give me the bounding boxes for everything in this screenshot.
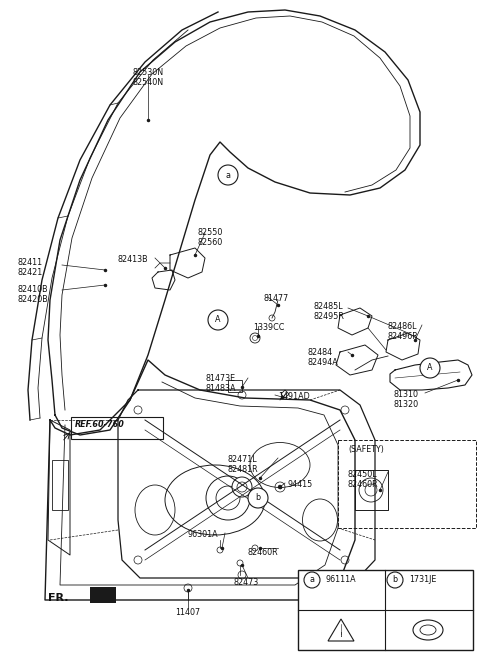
Text: 11407: 11407	[175, 608, 201, 617]
Text: 81310
81320: 81310 81320	[393, 390, 418, 409]
Text: 82411
82421: 82411 82421	[18, 258, 43, 277]
Text: REF.60-760: REF.60-760	[75, 420, 125, 429]
Text: 96111A: 96111A	[326, 576, 357, 585]
Text: A: A	[427, 363, 433, 373]
Text: 82471L
82481R: 82471L 82481R	[228, 455, 259, 474]
Text: a: a	[310, 576, 314, 585]
Text: 96301A: 96301A	[188, 530, 218, 539]
Text: 94415: 94415	[287, 480, 312, 489]
Text: b: b	[255, 493, 261, 503]
Text: A: A	[215, 315, 221, 325]
Text: 81473E
81483A: 81473E 81483A	[205, 374, 236, 394]
Text: 1339CC: 1339CC	[253, 323, 284, 332]
Text: 82410B
82420B: 82410B 82420B	[18, 285, 49, 304]
Text: 82486L
82496R: 82486L 82496R	[388, 322, 419, 342]
Text: 82460R: 82460R	[248, 548, 278, 557]
Text: 82473: 82473	[233, 578, 258, 587]
Circle shape	[248, 488, 268, 508]
Text: 82485L
82495R: 82485L 82495R	[313, 302, 344, 321]
Text: 82550
82560: 82550 82560	[198, 228, 223, 248]
Text: (SAFETY): (SAFETY)	[348, 445, 384, 454]
Circle shape	[420, 358, 440, 378]
Bar	[228, 380, 242, 392]
Text: b: b	[393, 576, 397, 585]
Text: 1731JE: 1731JE	[409, 576, 436, 585]
Polygon shape	[90, 587, 116, 603]
Text: 1491AD: 1491AD	[278, 392, 310, 401]
Text: 82413B: 82413B	[118, 255, 149, 264]
Bar	[338, 440, 476, 528]
Text: 81477: 81477	[263, 294, 288, 303]
Circle shape	[278, 485, 282, 489]
Text: !: !	[339, 632, 342, 638]
Text: FR.: FR.	[48, 593, 69, 603]
Text: a: a	[226, 171, 230, 179]
Text: 82450L
82460R: 82450L 82460R	[348, 470, 379, 489]
Text: 82530N
82540N: 82530N 82540N	[132, 68, 164, 87]
Text: 82484
82494A: 82484 82494A	[308, 348, 339, 367]
Circle shape	[232, 477, 252, 497]
Circle shape	[208, 310, 228, 330]
Circle shape	[218, 165, 238, 185]
Bar	[52, 460, 68, 510]
Bar	[298, 570, 473, 650]
